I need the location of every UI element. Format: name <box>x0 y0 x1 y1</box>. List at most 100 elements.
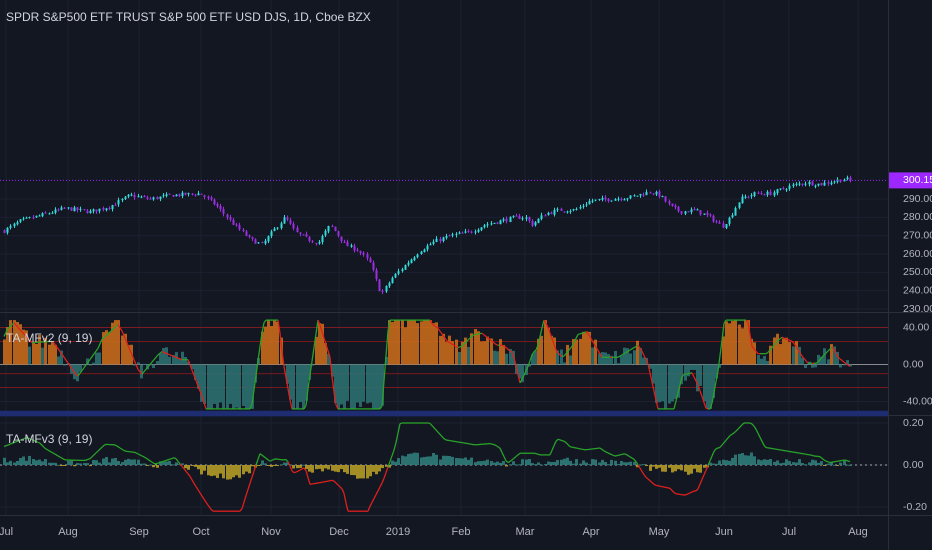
mf3-osc-segment <box>341 488 345 494</box>
mf2-osc-segment <box>283 366 287 378</box>
candle-body <box>232 219 235 225</box>
time-tick-label: Jun <box>715 526 733 538</box>
mf2-osc-segment <box>583 331 587 334</box>
mf3-hist-bar <box>16 460 19 465</box>
mf2-osc-segment <box>649 372 653 383</box>
mf2-hist-bar <box>302 364 305 409</box>
mf3-hist-bar <box>311 465 314 473</box>
mf2-osc-segment <box>625 350 629 354</box>
mf2-hist-bar <box>598 353 601 365</box>
mf2-hist-bar <box>140 364 143 379</box>
mf3-osc-segment <box>705 465 709 471</box>
mf2-osc-segment <box>249 403 253 410</box>
mf3-hist-bar <box>528 459 531 465</box>
mf2-osc-segment <box>177 357 181 360</box>
candle-body <box>172 195 175 197</box>
candle-body <box>728 217 731 224</box>
candle-body <box>372 262 375 270</box>
mf3-hist-bar <box>111 458 114 465</box>
mf3-osc-segment <box>625 453 629 457</box>
mf2-osc-segment <box>157 352 161 356</box>
mf2-osc-segment <box>379 405 383 410</box>
candle-body <box>25 217 28 219</box>
mf3-hist-bar <box>734 454 737 465</box>
candle-body <box>582 205 585 207</box>
mf3-osc-segment <box>391 449 395 457</box>
mf3-osc-segment <box>823 459 827 462</box>
mf3-osc-segment <box>699 479 703 485</box>
mf3-hist-bar <box>776 460 779 465</box>
mf2-osc-segment <box>509 350 513 353</box>
time-tick-label: Aug <box>848 526 868 538</box>
candle-body <box>804 183 807 185</box>
candle-body <box>626 198 629 200</box>
mf2-hist-bar <box>404 327 407 365</box>
mf3-osc-segment <box>207 504 211 509</box>
mf2-hist-bar <box>321 323 324 365</box>
mf2-osc-segment <box>511 352 515 358</box>
mf3-hist-bar <box>70 460 73 465</box>
mf2-hist-bar <box>200 364 203 402</box>
mf2-hist-bar <box>699 364 702 386</box>
mf2-osc-segment <box>461 343 465 347</box>
candle-body <box>41 213 44 217</box>
mf3-hist-bar <box>722 459 725 465</box>
mf3-hist-bar <box>598 462 601 465</box>
mf2-hist-bar <box>311 364 314 366</box>
mf2-osc-segment <box>83 364 87 369</box>
mf2-hist-bar <box>276 321 279 365</box>
mf3-osc-segment <box>291 470 295 474</box>
mf3-hist-bar <box>470 457 473 465</box>
mf2-osc-segment <box>333 391 337 405</box>
mf2-osc-segment <box>699 390 703 397</box>
mf2-osc-segment <box>703 402 707 409</box>
mf2-osc-segment <box>489 339 493 342</box>
candle-body <box>636 195 639 197</box>
mf2-hist-bar <box>105 330 108 365</box>
mf2-hist-bar <box>839 364 842 368</box>
ta-mfv2-pane[interactable] <box>0 319 888 417</box>
mf3-osc-segment <box>29 438 33 441</box>
mf3-hist-bar <box>162 461 165 465</box>
time-tick-label: Dec <box>329 526 349 538</box>
mf3-osc-segment <box>211 509 215 512</box>
mf3-osc-segment <box>91 454 95 458</box>
candle-body <box>738 202 741 208</box>
mf2-hist-bar <box>394 320 397 365</box>
mf3-hist-bar <box>728 460 731 465</box>
mf3-hist-bar <box>359 465 362 479</box>
candle-body <box>413 257 416 261</box>
mf3-osc-segment <box>21 438 25 441</box>
ta-mfv3-pane[interactable] <box>0 422 888 512</box>
mf2-hist-bar <box>184 356 187 365</box>
mf2-hist-bar <box>738 324 741 365</box>
mf3-hist-bar <box>836 465 839 466</box>
time-tick-label: Jul <box>0 526 13 538</box>
mf2-osc-segment <box>19 329 23 333</box>
mf3-hist-bar <box>292 465 295 469</box>
mf3-hist-bar <box>404 456 407 465</box>
mf2-osc-segment <box>525 366 529 372</box>
mf3-hist-bar <box>257 465 260 466</box>
mf2-hist-bar <box>28 346 31 365</box>
mf3-osc-segment <box>749 422 753 425</box>
mf2-hist-bar <box>693 364 696 370</box>
mf3-hist-bar <box>525 459 528 465</box>
mf3-osc-segment <box>607 452 611 455</box>
mf2-osc-segment <box>711 392 715 404</box>
mf2-hist-bar <box>133 364 136 366</box>
mf2-hist-bar <box>108 332 111 365</box>
ta-mfv2-label: TA-MFv2 (9, 19) <box>6 331 93 345</box>
mf2-hist-bar <box>369 364 372 403</box>
mf3-osc-segment <box>193 482 197 487</box>
candle-body <box>642 194 645 196</box>
mf3-osc-segment <box>119 447 123 450</box>
price-pane[interactable] <box>0 175 888 295</box>
mf2-hist-bar <box>655 364 658 403</box>
mf2-hist-bar <box>264 326 267 365</box>
mf2-osc-segment <box>335 404 339 410</box>
mf2-hist-bar <box>416 323 419 365</box>
candle-body <box>779 188 782 190</box>
mf3-osc-segment <box>247 483 251 490</box>
